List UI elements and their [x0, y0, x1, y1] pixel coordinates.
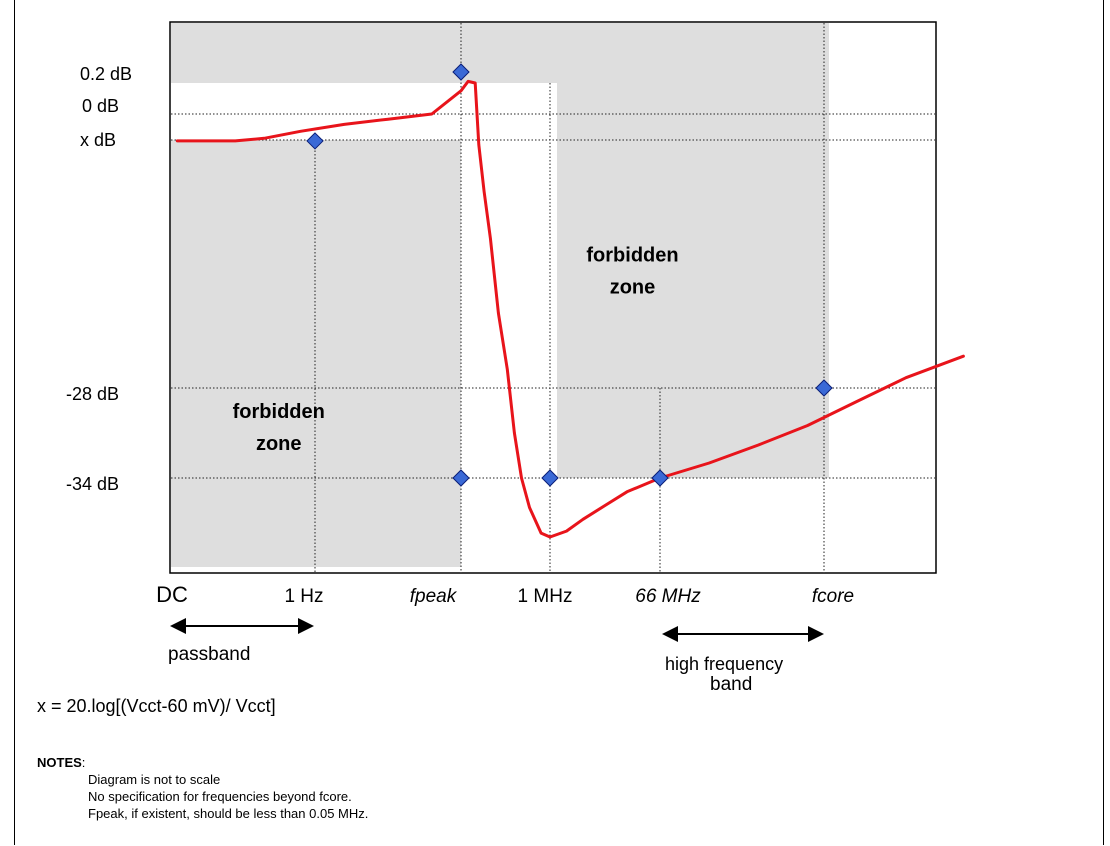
marker-diamond: [541, 469, 559, 487]
y-tick-label: -34 dB: [66, 474, 119, 494]
zone-label: zone: [256, 433, 302, 455]
y-tick-labels: 0.2 dB 0 dB x dB -28 dB -34 dB: [66, 64, 132, 494]
y-tick-label: 0 dB: [82, 96, 119, 116]
note-line: Diagram is not to scale: [88, 772, 221, 787]
y-tick-label: -28 dB: [66, 384, 119, 404]
notes-colon: :: [81, 755, 86, 770]
x-tick-labels: DC 1 Hz fpeak 1 MHz 66 MHz fcore: [156, 582, 854, 607]
notes: NOTES: Diagram is not to scale No specif…: [37, 754, 368, 822]
zone-label: forbidden: [233, 401, 325, 423]
x-tick-label: fcore: [812, 586, 854, 607]
formula-text: x = 20.log[(Vcct-60 mV)/ Vcct]: [37, 696, 276, 716]
forbidden-zone-lower-left: [171, 140, 461, 567]
marker-diamond: [306, 132, 324, 150]
marker-diamond: [452, 63, 470, 81]
x-tick-label: DC: [156, 582, 188, 607]
forbidden-zone-top: [171, 23, 829, 478]
passband-arrow: [170, 618, 314, 634]
x-tick-label: 1 MHz: [518, 586, 573, 607]
forbidden-zones: [171, 23, 829, 567]
x-tick-label: fpeak: [410, 586, 458, 607]
notes-heading: NOTES: [37, 755, 82, 770]
marker-diamond: [651, 469, 669, 487]
x-tick-label: 1 Hz: [284, 586, 323, 607]
note-line: Fpeak, if existent, should be less than …: [88, 806, 369, 821]
zone-labels: forbidden zone forbidden zone: [233, 245, 679, 455]
marker-diamond: [452, 469, 470, 487]
band-label: band: [710, 674, 752, 695]
note-line: No specification for frequencies beyond …: [88, 789, 352, 804]
spec-markers: [306, 63, 833, 487]
high-frequency-label: high frequency: [665, 654, 783, 674]
passband-label: passband: [168, 644, 250, 665]
chart: forbidden zone forbidden zone 0.2 dB 0 dB x d…: [66, 21, 965, 695]
zone-label: zone: [610, 277, 656, 299]
high-frequency-band-arrow: [662, 626, 824, 642]
x-tick-label: 66 MHz: [635, 586, 701, 607]
y-tick-label: 0.2 dB: [80, 64, 132, 84]
y-tick-label: x dB: [80, 130, 116, 150]
figure-frame: [14, 0, 1104, 845]
response-curve: [175, 79, 965, 539]
marker-diamond: [815, 379, 833, 397]
zone-label: forbidden: [586, 245, 678, 267]
